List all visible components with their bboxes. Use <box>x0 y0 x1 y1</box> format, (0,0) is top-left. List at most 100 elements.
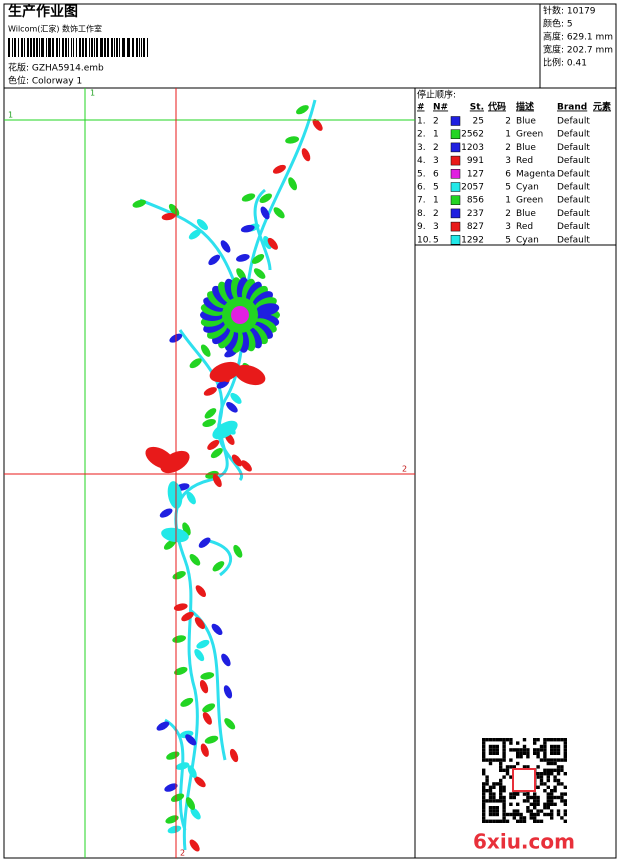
qr-cell <box>536 755 540 759</box>
qr-cell <box>499 778 503 783</box>
bar <box>94 38 95 57</box>
qr-cell <box>505 819 510 823</box>
bar <box>56 38 58 57</box>
cell: Default <box>557 235 590 245</box>
frame <box>3 3 617 859</box>
leaf <box>173 603 188 611</box>
color-swatch <box>450 182 461 192</box>
qr-cell <box>560 799 564 803</box>
qr-cell <box>546 812 550 817</box>
qr-cell <box>556 758 561 762</box>
leaf <box>301 148 311 162</box>
bar <box>24 38 25 57</box>
column-header: Brand <box>557 103 587 113</box>
qr-cell <box>495 751 499 755</box>
qr-cell <box>492 795 496 800</box>
bar <box>104 38 106 57</box>
leaf <box>220 240 231 253</box>
stat: 比例: 0.41 <box>543 57 587 69</box>
leaf <box>185 797 196 810</box>
qr-cell <box>553 748 557 752</box>
qr-cell <box>502 789 506 793</box>
cell: 2 <box>433 117 439 127</box>
qr-cell <box>526 806 530 810</box>
qr-cell <box>492 782 496 786</box>
qr-cell <box>482 812 486 817</box>
qr-cell <box>546 785 550 789</box>
qr-cell <box>556 795 561 800</box>
qr-cell <box>556 772 561 776</box>
qr-cell <box>546 792 550 796</box>
qr-cell <box>533 741 537 745</box>
qr-cell <box>563 772 567 776</box>
bar <box>21 38 23 57</box>
cell: 237 <box>467 209 484 219</box>
bar <box>71 38 72 57</box>
qr-cell <box>536 765 540 769</box>
color-swatch <box>450 116 461 126</box>
bar <box>147 38 148 57</box>
stat: 颜色: 5 <box>543 18 573 30</box>
qr-cell <box>560 795 564 800</box>
qr-cell <box>502 738 506 742</box>
cell: 7. <box>417 196 426 206</box>
cell: 2 <box>433 143 439 153</box>
leaf <box>230 392 242 404</box>
qr-cell <box>529 809 533 813</box>
leaf <box>200 743 209 757</box>
qr-cell <box>488 761 493 766</box>
qr-cell <box>488 738 493 742</box>
leaf <box>200 672 215 680</box>
qr-cell <box>526 799 530 803</box>
qr-cell <box>553 785 557 789</box>
bar <box>132 38 134 57</box>
qr-cell <box>485 789 489 793</box>
qr-cell <box>482 816 486 820</box>
qr-cell <box>502 806 506 810</box>
qr-cell <box>495 782 499 786</box>
guide-label: 1 <box>90 89 95 98</box>
qr-cell <box>539 778 544 783</box>
qr-cell <box>509 765 513 769</box>
qr-cell <box>488 799 493 803</box>
cell: 5. <box>417 169 426 179</box>
qr-cell <box>492 819 496 823</box>
cell: 25 <box>473 117 484 127</box>
qr-cell <box>536 748 540 752</box>
leaf <box>229 748 239 763</box>
qr-cell <box>526 765 530 769</box>
qr-cell <box>556 748 561 752</box>
cell: 1. <box>417 117 426 127</box>
cell: 2562 <box>461 130 484 140</box>
qr-cell <box>550 792 554 796</box>
qr-cell <box>539 772 544 776</box>
qr-cell <box>546 778 550 783</box>
qr-cell <box>563 758 567 762</box>
qr-logo <box>512 768 536 792</box>
qr-cell <box>560 768 564 772</box>
cell: 991 <box>467 156 484 166</box>
leaf <box>181 611 194 622</box>
qr-cell <box>560 765 564 769</box>
cell: Red <box>516 156 533 166</box>
qr-cell <box>550 751 554 755</box>
qr-cell <box>563 751 567 755</box>
leaf <box>190 807 201 820</box>
qr-cell <box>563 748 567 752</box>
qr-cell <box>499 768 503 772</box>
qr-cell <box>512 809 516 813</box>
cell: 6 <box>505 169 511 179</box>
leaf <box>207 439 220 450</box>
qr-cell <box>522 748 527 752</box>
color-swatch <box>450 221 461 232</box>
qr-cell <box>533 795 537 800</box>
qr-cell <box>502 809 506 813</box>
qr-cell <box>563 738 567 742</box>
leaf <box>174 666 188 676</box>
bar <box>41 38 44 57</box>
leaf <box>233 544 243 558</box>
qr-cell <box>536 785 540 789</box>
cell: 3 <box>433 156 439 166</box>
qr-cell <box>526 748 530 752</box>
qr-cell <box>543 812 547 817</box>
